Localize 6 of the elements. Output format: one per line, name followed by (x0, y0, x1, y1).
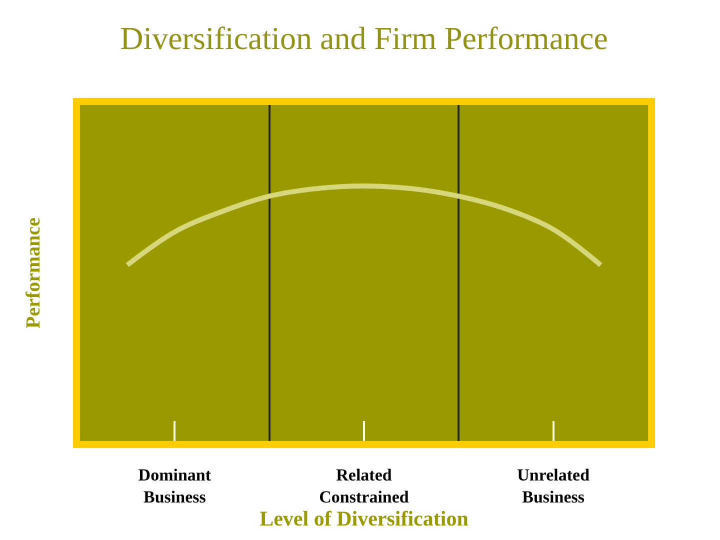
x-tick-label: Unrelated Business (517, 465, 590, 506)
y-axis-title: Performance (22, 217, 44, 329)
x-axis-title: Level of Diversification (260, 506, 469, 530)
x-tick-label: Related Constrained (319, 465, 410, 506)
x-tick-label: Dominant Business (138, 465, 212, 506)
chart-title: Diversification and Firm Performance (120, 20, 608, 56)
